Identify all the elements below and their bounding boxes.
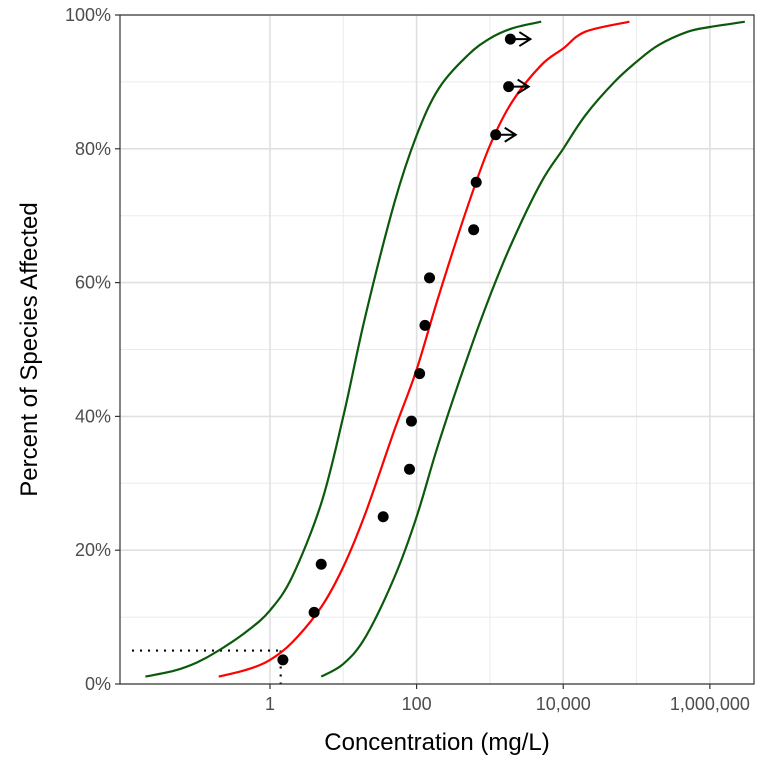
grid-lines xyxy=(120,14,754,685)
data-point xyxy=(414,368,426,380)
y-tick-label: 40% xyxy=(75,406,111,426)
x-tick-label: 100 xyxy=(402,694,432,714)
upper-bound-curve xyxy=(320,20,745,678)
y-tick-label: 0% xyxy=(85,674,111,694)
data-point xyxy=(277,654,289,666)
lower-bound-curve xyxy=(145,20,542,678)
y-tick-label: 20% xyxy=(75,540,111,560)
x-axis-title: Concentration (mg/L) xyxy=(324,729,549,756)
data-point xyxy=(377,511,389,523)
data-point xyxy=(468,224,480,236)
data-point xyxy=(504,33,516,45)
data-point xyxy=(424,272,436,284)
axis-ticks: 0% 20% 40% 60% 80% 100% 1 100 10,000 1,000,000 xyxy=(65,5,750,714)
x-tick-label: 1 xyxy=(265,694,275,714)
y-axis-title: Percent of Species Affected xyxy=(16,202,43,496)
y-tick-label: 100% xyxy=(65,5,111,25)
reference-lines xyxy=(132,649,282,684)
data-points xyxy=(277,31,533,666)
x-tick-label: 10,000 xyxy=(536,694,591,714)
data-point xyxy=(308,606,320,618)
y-tick-label: 60% xyxy=(75,273,111,293)
data-point xyxy=(315,558,327,570)
plot-panel-border xyxy=(119,14,755,685)
x-tick-label: 1,000,000 xyxy=(670,694,750,714)
data-point xyxy=(404,463,416,475)
y-tick-label: 80% xyxy=(75,139,111,159)
data-point xyxy=(419,319,431,331)
data-point xyxy=(470,176,482,188)
data-point xyxy=(405,415,417,427)
data-point xyxy=(503,81,515,93)
data-point xyxy=(490,129,502,141)
